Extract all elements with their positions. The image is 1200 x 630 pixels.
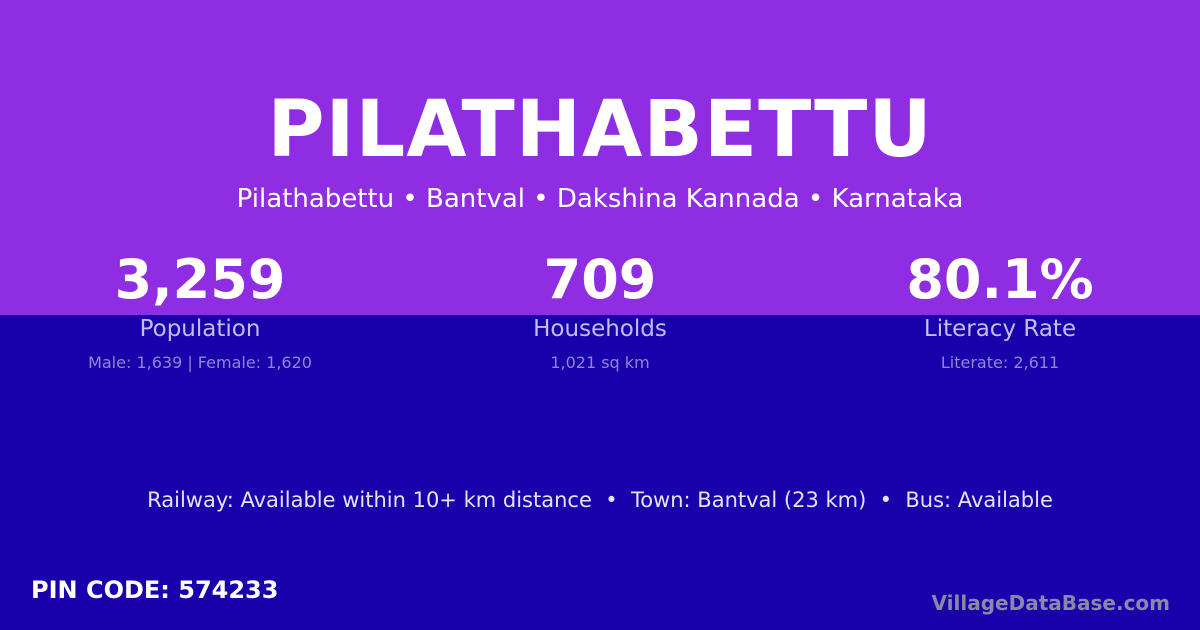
stat-label: Literacy Rate <box>923 316 1077 342</box>
stat-population: 3,259 Population Male: 1,639 | Female: 1… <box>0 248 400 374</box>
brand-watermark: VillageDataBase.com <box>931 591 1170 615</box>
stat-label: Population <box>139 316 261 342</box>
stat-detail: 1,021 sq km <box>550 353 650 372</box>
stat-households: 709 Households 1,021 sq km <box>400 248 800 374</box>
stat-literacy: 80.1% Literacy Rate Literate: 2,611 <box>800 248 1200 374</box>
stat-detail: Literate: 2,611 <box>940 353 1060 372</box>
stat-detail: Male: 1,639 | Female: 1,620 <box>88 353 312 372</box>
village-title: PILATHABETTU <box>267 85 933 175</box>
connectivity-facts: Railway: Available within 10+ km distanc… <box>147 488 1053 512</box>
stat-label: Households <box>533 316 667 342</box>
stat-value: 709 <box>543 248 657 311</box>
stat-value: 3,259 <box>114 248 286 311</box>
stat-value: 80.1% <box>906 248 1094 311</box>
location-breadcrumb: Pilathabettu • Bantval • Dakshina Kannad… <box>236 184 964 214</box>
pin-code: PIN CODE: 574233 <box>31 576 279 604</box>
header-background <box>0 0 1200 315</box>
body-background <box>0 315 1200 630</box>
